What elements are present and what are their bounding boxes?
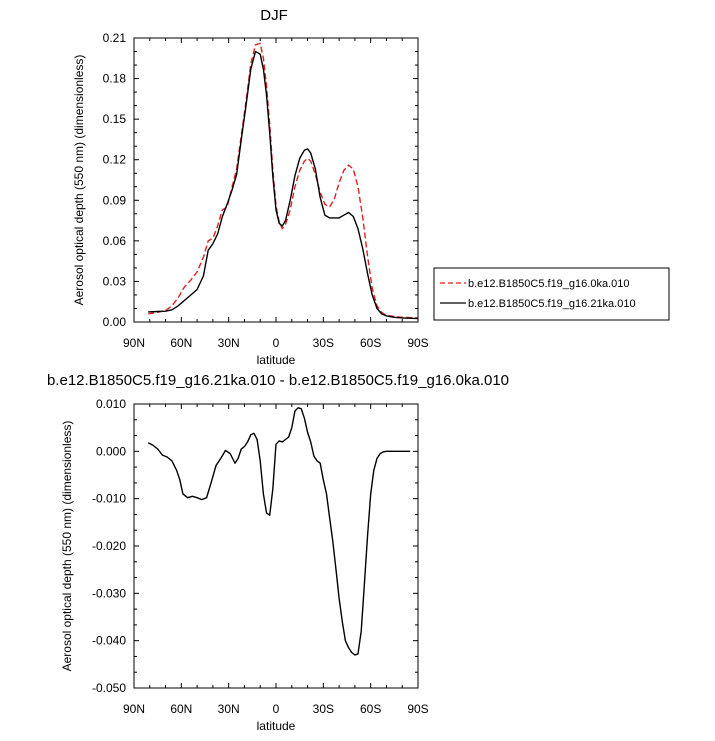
legend-box: [433, 267, 670, 321]
top-x-tick-label: 30N: [218, 336, 240, 350]
top-chart-title: DJF: [260, 7, 288, 24]
bottom-x-tick-label: 30S: [313, 702, 334, 716]
legend-label-21ka: b.e12.B1850C5.f19_g16.21ka.010: [468, 298, 636, 310]
top-y-tick-label: 0.00: [103, 315, 127, 329]
top-x-axis-title: latitude: [257, 353, 296, 367]
bottom-x-tick-label: 0: [273, 702, 280, 716]
bottom-y-tick-label: -0.010: [92, 492, 126, 506]
bottom-x-tick-label: 60S: [360, 702, 381, 716]
top-y-tick-label: 0.18: [103, 72, 127, 86]
top-x-tick-label: 60N: [170, 336, 192, 350]
bottom-series-line-0: [147, 407, 411, 656]
top-y-tick-label: 0.09: [103, 193, 127, 207]
bottom-x-tick-label: 90N: [123, 702, 145, 716]
top-y-tick-label: 0.12: [103, 153, 127, 167]
bottom-y-tick-label: -0.050: [92, 681, 126, 695]
bottom-y-ticks: -0.050 -0.040 -0.030 -0.020 -0.010 0.000 0.010: [92, 397, 418, 695]
top-y-axis-title: Aerosol optical depth (550 nm) (dimensio…: [72, 55, 86, 306]
top-y-tick-label: 0.15: [103, 112, 127, 126]
legend: b.e12.B1850C5.f19_g16.0ka.010 b.e12.B185…: [433, 267, 670, 321]
bottom-y-tick-label: -0.030: [92, 586, 126, 600]
top-x-tick-label: 90N: [123, 336, 145, 350]
bottom-chart-title: b.e12.B1850C5.f19_g16.21ka.010 - b.e12.B…: [47, 372, 509, 389]
bottom-chart-panel: b.e12.B1850C5.f19_g16.21ka.010 - b.e12.B…: [47, 372, 509, 733]
top-x-tick-label: 0: [273, 336, 280, 350]
bottom-x-tick-label: 30N: [218, 702, 240, 716]
legend-label-0ka: b.e12.B1850C5.f19_g16.0ka.010: [468, 278, 629, 290]
top-chart-series: [148, 42, 419, 320]
bottom-x-tick-label: 90S: [407, 702, 428, 716]
top-y-ticks: 0.00 0.03 0.06 0.09 0.12 0.15 0.18 0.21: [103, 31, 418, 329]
top-y-tick-label: 0.06: [103, 234, 127, 248]
bottom-y-axis-title: Aerosol optical depth (550 nm) (dimensio…: [60, 421, 74, 672]
top-y-tick-label: 0.21: [103, 31, 127, 45]
top-x-tick-label: 90S: [407, 336, 428, 350]
top-series-line-0: [148, 42, 419, 319]
top-x-tick-label: 60S: [360, 336, 381, 350]
top-x-ticks: 90N 60N 30N 0 30S 60S 90S: [123, 38, 429, 350]
bottom-chart-series: [147, 407, 411, 656]
top-y-tick-label: 0.03: [103, 274, 127, 288]
bottom-y-tick-label: 0.010: [96, 397, 126, 411]
bottom-y-tick-label: -0.040: [92, 634, 126, 648]
top-plot-frame: [133, 37, 419, 323]
top-series-line-1: [148, 50, 419, 320]
bottom-x-tick-label: 60N: [170, 702, 192, 716]
top-chart-panel: DJF 0.00 0.03 0.06 0.09 0.12 0.15 0.18 0.21 90N…: [72, 7, 670, 367]
bottom-y-tick-label: 0.000: [96, 444, 126, 458]
bottom-x-ticks: 90N 60N 30N 0 30S 60S 90S: [123, 404, 429, 716]
bottom-y-tick-label: -0.020: [92, 539, 126, 553]
top-x-tick-label: 30S: [313, 336, 334, 350]
bottom-x-axis-title: latitude: [257, 719, 296, 733]
